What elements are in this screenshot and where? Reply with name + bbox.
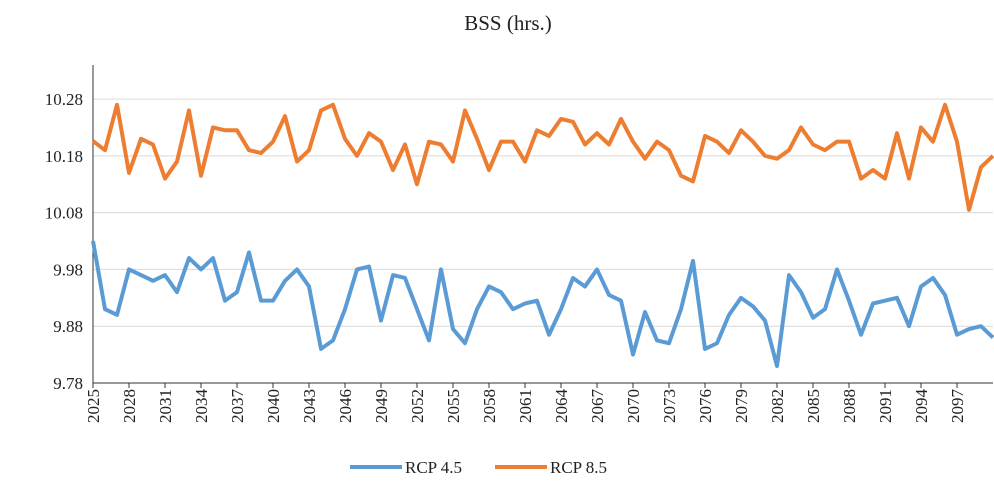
x-tick-label: 2082 — [768, 389, 787, 423]
y-tick-label: 10.28 — [45, 90, 83, 109]
x-tick-label: 2049 — [372, 389, 391, 423]
x-tick-label: 2025 — [84, 389, 103, 423]
x-tick-label: 2073 — [660, 389, 679, 423]
x-tick-label: 2031 — [156, 389, 175, 423]
x-tick-label: 2088 — [840, 389, 859, 423]
x-tick-label: 2064 — [552, 389, 571, 424]
legend-label: RCP 4.5 — [405, 458, 462, 477]
series-line — [91, 102, 994, 212]
y-tick-label: 9.98 — [53, 260, 83, 279]
x-tick-label: 2040 — [264, 389, 283, 423]
x-tick-label: 2076 — [696, 389, 715, 423]
x-tick-label: 2097 — [948, 389, 967, 424]
y-tick-label: 10.08 — [45, 204, 83, 223]
x-tick-label: 2070 — [624, 389, 643, 423]
x-tick-label: 2034 — [192, 389, 211, 424]
x-tick-label: 2046 — [336, 389, 355, 423]
x-tick-label: 2079 — [732, 389, 751, 423]
legend-label: RCP 8.5 — [550, 458, 607, 477]
y-tick-label: 9.88 — [53, 317, 83, 336]
x-tick-label: 2094 — [912, 389, 931, 424]
x-tick-label: 2058 — [480, 389, 499, 423]
x-tick-label: 2028 — [120, 389, 139, 423]
y-tick-label: 9.78 — [53, 374, 83, 393]
x-tick-label: 2067 — [588, 389, 607, 424]
x-tick-label: 2085 — [804, 389, 823, 423]
x-tick-label: 2043 — [300, 389, 319, 423]
x-tick-label: 2052 — [408, 389, 427, 423]
x-tick-label: 2061 — [516, 389, 535, 423]
series-line — [91, 240, 994, 368]
x-tick-label: 2091 — [876, 389, 895, 423]
chart-title: BSS (hrs.) — [464, 11, 552, 35]
x-tick-label: 2055 — [444, 389, 463, 423]
x-tick-label: 2037 — [228, 389, 247, 424]
y-tick-label: 10.18 — [45, 147, 83, 166]
